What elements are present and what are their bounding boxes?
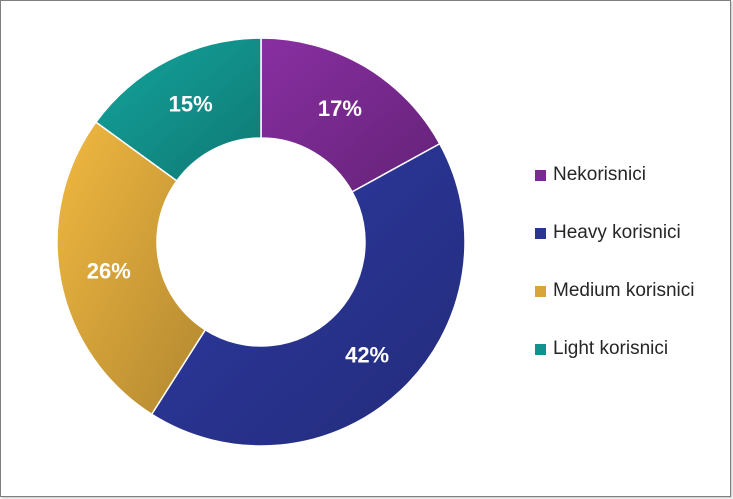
data-label-heavy-korisnici: 42% [345,342,389,367]
legend-label: Medium korisnici [553,280,695,301]
slice-medium-korisnici [56,121,207,416]
legend-swatch [535,285,546,297]
legend-swatch [535,227,546,239]
slice-labels: 17% 42% 26% 15% [87,91,389,367]
legend-item-medium-korisnici: Medium korisnici [535,262,694,320]
legend-label: Heavy korisnici [553,222,681,243]
slice-nekorisnici [260,37,441,193]
legend-item-heavy-korisnici: Heavy korisnici [535,204,694,262]
data-label-medium-korisnici: 26% [87,259,131,284]
slices [56,37,466,447]
legend-label: Light korisnici [553,338,669,359]
slice-light-korisnici [94,37,262,182]
legend-swatch [535,169,546,181]
data-label-light-korisnici: 15% [169,91,213,116]
legend-item-nekorisnici: Nekorisnici [535,146,694,204]
legend-label: Nekorisnici [553,164,646,185]
legend-item-light-korisnici: Light korisnici [535,320,694,378]
legend: Nekorisnici Heavy korisnici Medium korisni… [535,146,694,378]
slice-heavy-korisnici [150,142,466,447]
legend-swatch [535,343,546,355]
data-label-nekorisnici: 17% [318,96,362,121]
donut-chart: 17% 42% 26% 15% [56,37,466,447]
